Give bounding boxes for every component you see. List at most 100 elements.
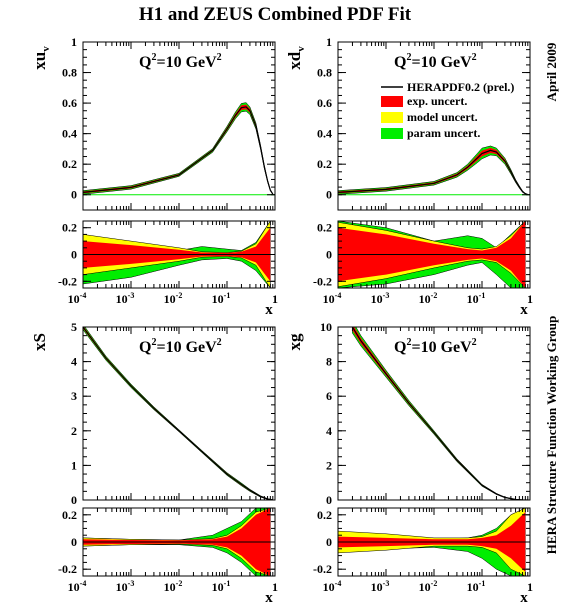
x-tick-exponent: -2 [176,291,183,300]
q2-unit-exponent: 2 [472,52,477,63]
q2-label: Q2=10 GeV2 [139,337,222,356]
ratio-area-xg [338,508,530,576]
q2-label: Q2=10 GeV2 [139,52,222,71]
y-tick-label: 0.2 [317,157,332,171]
y-axis-label: xdv [285,46,307,70]
y-tick-label: 3 [71,389,77,403]
central-curve [83,106,274,195]
panel-xdv: 0 0.2 0.4 0.6 0.8 1 xdv Q2=10 GeV2 HERAPDF0.2 (p… [285,35,533,318]
y-tick-label: 0 [71,188,77,202]
y-tick-label: 0.6 [62,96,77,110]
y-tick-label: 1 [71,458,77,472]
central-curve [83,327,273,500]
x-tick-exponent: -2 [176,579,183,588]
y-axis-label: xS [30,333,49,351]
ratio-area-xdv [338,221,530,288]
y-tick-label: 0 [326,535,332,549]
q2-label: Q2=10 GeV2 [394,337,477,356]
y-tick-label: 10 [320,320,332,334]
q2-value: =10 GeV [156,339,217,356]
x-tick-exponent: -4 [80,579,87,588]
legend: HERAPDF0.2 (prel.)exp. uncert. model unce… [381,80,514,140]
y-tick-label: 0.8 [317,66,332,80]
legend-label-central: HERAPDF0.2 (prel.) [407,80,514,94]
x-tick-exponent: -2 [431,579,438,588]
y-tick-label: -0.2 [58,562,77,576]
x-tick-label: 10-3 [116,291,135,306]
x-tick-label: 10-4 [323,291,342,306]
param-uncert-band [83,327,274,500]
y-axis-label: xg [285,333,304,351]
y-tick-label: 1 [71,35,77,49]
y-tick-label: 0 [71,248,77,262]
x-tick-label: 10-3 [371,579,390,594]
legend-label-exp: exp. uncert. [407,94,467,108]
x-tick-label: 1 [527,580,533,594]
q2-value: =10 GeV [156,54,217,71]
x-tick-exponent: -3 [383,291,390,300]
y-tick-label: 2 [326,458,332,472]
legend-label-param: param uncert. [407,126,480,140]
y-axis-label-subscript: v [40,46,52,52]
q2-unit-exponent: 2 [217,337,222,348]
y-tick-label: 0.2 [62,221,77,235]
y-tick-label: 0.2 [317,221,332,235]
y-tick-label: 0 [71,535,77,549]
q2-exponent: 2 [151,52,156,63]
y-tick-label: -0.2 [313,562,332,576]
x-axis-label: x [520,302,528,318]
x-tick-exponent: -3 [383,579,390,588]
x-tick-label: 10-2 [419,291,438,306]
x-axis-label: x [265,590,273,606]
x-axis-label: x [265,302,273,318]
q2-label: Q2=10 GeV2 [394,52,477,71]
x-axis-label: x [520,590,528,606]
x-tick-label: 10-2 [164,579,183,594]
x-tick-label: 10-1 [467,579,486,594]
y-tick-label: 4 [326,424,332,438]
y-tick-label: 2 [71,424,77,438]
x-tick-exponent: -3 [128,291,135,300]
plot-area-xuv [83,102,274,196]
plot-area-xdv [338,145,529,196]
x-tick-exponent: -4 [80,291,87,300]
y-tick-label: 8 [326,355,332,369]
x-tick-exponent: -1 [224,291,231,300]
q2-unit-exponent: 2 [472,337,477,348]
x-tick-label: 10-2 [419,579,438,594]
x-tick-label: 10-1 [212,579,231,594]
y-tick-label: 0.6 [317,96,332,110]
x-tick-exponent: -4 [335,579,342,588]
x-tick-exponent: -2 [431,291,438,300]
q2-exponent: 2 [151,337,156,348]
legend-swatch-model [381,112,403,123]
side-label-group: HERA Structure Function Working Group [544,316,559,554]
side-label-date: April 2009 [544,42,559,101]
x-tick-label: 10-4 [68,291,87,306]
x-tick-label: 1 [272,292,278,306]
x-tick-label: 10-3 [116,579,135,594]
y-tick-label: 4 [71,355,77,369]
legend-swatch-exp [381,96,403,107]
q2-unit-exponent: 2 [217,52,222,63]
ratio-area-xs [83,508,275,576]
exp-uncert-band [83,104,273,195]
param-uncert-band [352,327,528,500]
q2-exponent: 2 [406,52,411,63]
figure-title: H1 and ZEUS Combined PDF Fit [139,4,412,25]
y-tick-label: 1 [326,35,332,49]
x-tick-label: 10-1 [212,291,231,306]
x-tick-exponent: -1 [479,579,486,588]
ratio-area-xuv [83,221,275,288]
x-tick-label: 10-4 [323,579,342,594]
legend-swatch-param [381,128,403,139]
y-tick-label: 0 [326,248,332,262]
y-tick-label: 0 [326,188,332,202]
q2-exponent: 2 [406,337,411,348]
panel-xg: 0 2 4 6 8 10 xg Q2=10 GeV2 10-4 10-3 10-2 10-1 1x -0.… [285,320,533,606]
x-tick-exponent: -1 [224,579,231,588]
y-tick-label: 0.2 [62,508,77,522]
